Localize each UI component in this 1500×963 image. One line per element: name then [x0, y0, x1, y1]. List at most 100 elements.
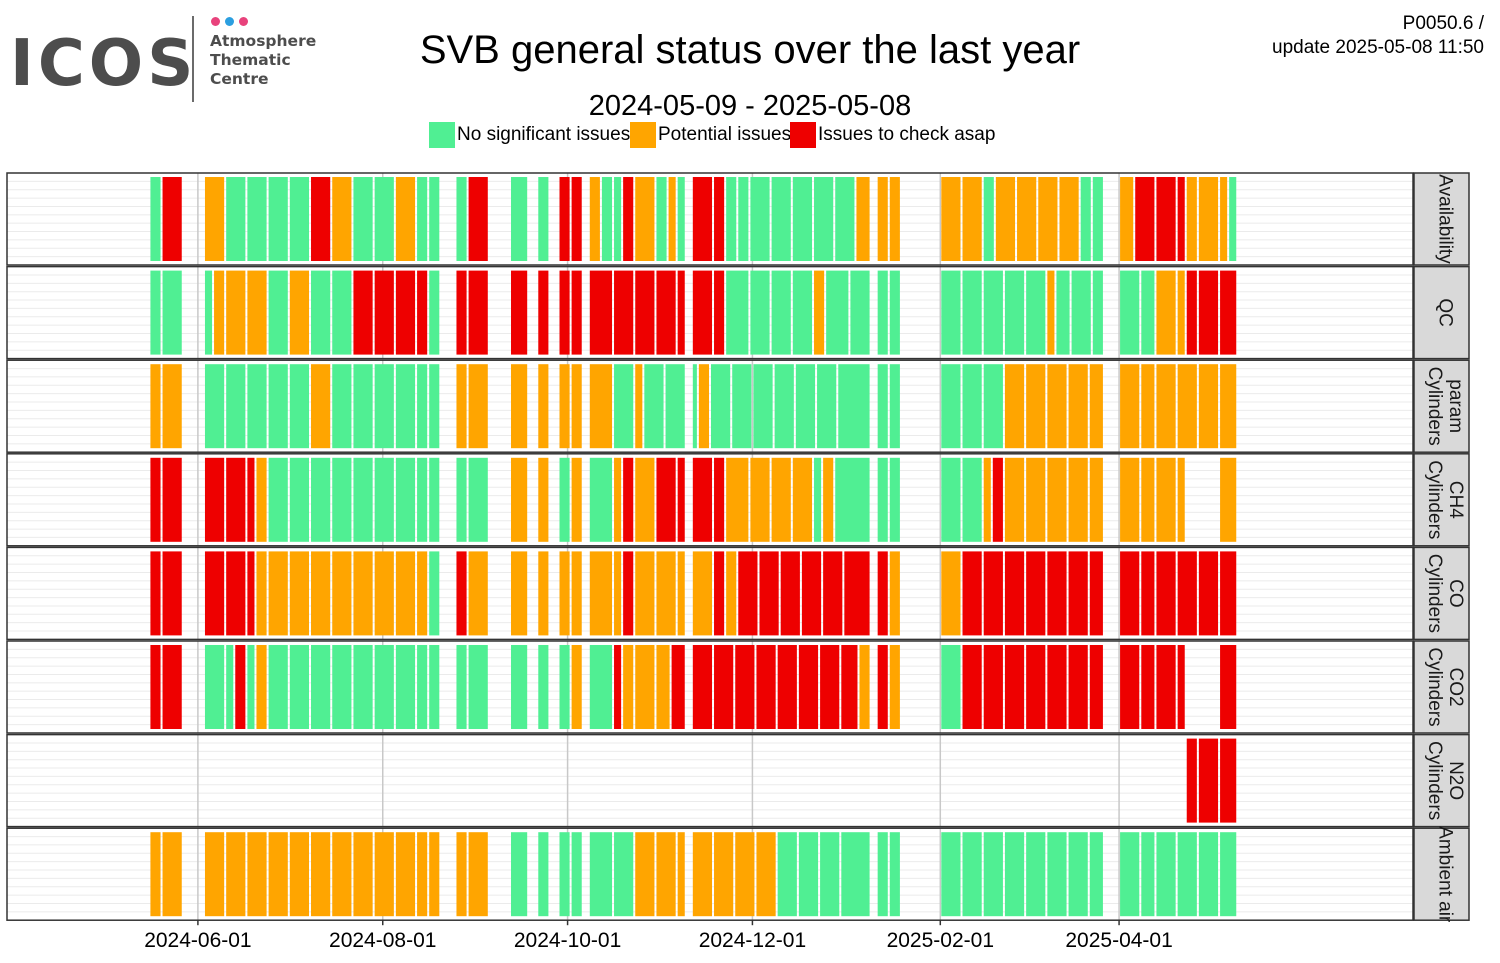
status-cell — [538, 457, 549, 542]
status-cell — [332, 551, 352, 636]
facet-label: Ambient air — [1435, 826, 1456, 923]
status-cell — [656, 832, 676, 917]
status-cell — [468, 364, 488, 449]
status-cell — [226, 270, 246, 355]
status-cell — [571, 270, 582, 355]
status-cell — [1092, 270, 1103, 355]
status-cell — [941, 832, 961, 917]
status-cell — [677, 551, 685, 636]
status-cell — [1026, 457, 1046, 542]
status-cell — [889, 364, 900, 449]
legend-swatch-issue — [790, 122, 816, 148]
status-cell — [889, 177, 900, 261]
status-cell — [332, 645, 352, 729]
status-cell — [823, 551, 843, 636]
status-cell — [1186, 738, 1197, 823]
status-cell — [511, 177, 528, 261]
status-cell — [1047, 832, 1067, 917]
status-cell — [289, 457, 310, 542]
status-cell — [1068, 832, 1088, 917]
status-cell — [774, 364, 794, 449]
status-cell — [1047, 457, 1067, 542]
status-cell — [1004, 645, 1025, 729]
status-cell — [780, 551, 800, 636]
status-cell — [1089, 551, 1103, 636]
status-cell — [1068, 645, 1088, 729]
status-cell — [665, 364, 685, 449]
status-cell — [962, 270, 982, 355]
status-cell — [1038, 177, 1058, 261]
status-cell — [1026, 832, 1046, 917]
status-cell — [1156, 364, 1176, 449]
status-cell — [247, 364, 267, 449]
facet-strip — [1413, 359, 1470, 453]
status-cell — [798, 832, 819, 917]
status-cell — [1229, 177, 1237, 261]
status-cell — [1068, 364, 1088, 449]
status-cell — [1198, 270, 1219, 355]
status-cell — [859, 645, 870, 729]
status-cell — [635, 551, 655, 636]
facet-strip — [1413, 640, 1470, 734]
panel-frame — [6, 733, 1414, 828]
status-cell — [204, 457, 225, 542]
status-cell — [162, 645, 182, 729]
status-cell — [226, 832, 246, 917]
status-cell — [1004, 457, 1025, 542]
status-cell — [559, 270, 570, 355]
status-cell — [692, 457, 713, 542]
status-cell — [1156, 551, 1176, 636]
status-cell — [614, 551, 622, 636]
status-cell — [792, 270, 813, 355]
chart-title: SVB general status over the last year — [419, 28, 1081, 72]
status-cell — [1156, 457, 1176, 542]
status-cell — [614, 364, 634, 449]
status-cell — [353, 270, 373, 355]
status-cell — [889, 270, 900, 355]
update-timestamp: update 2025-05-08 11:50 — [1272, 37, 1484, 58]
status-cell — [1120, 832, 1140, 917]
status-cell — [395, 551, 416, 636]
status-cell — [692, 645, 713, 729]
status-cell — [711, 364, 731, 449]
x-tick-label: 2025-02-01 — [887, 929, 994, 952]
facet-label: N2O — [1445, 761, 1466, 800]
status-cell — [395, 270, 416, 355]
status-cell — [668, 177, 676, 261]
status-cell — [204, 832, 225, 917]
status-cell — [538, 832, 549, 917]
status-cell — [962, 832, 982, 917]
status-cell — [692, 270, 713, 355]
status-cell — [635, 645, 655, 729]
status-cell — [332, 177, 352, 261]
status-cell — [750, 270, 770, 355]
logo-dot — [239, 17, 248, 26]
status-cell — [204, 645, 225, 729]
status-cell — [614, 177, 622, 261]
status-cell — [538, 364, 549, 449]
facet-label: CO — [1445, 579, 1466, 608]
status-cell — [256, 457, 267, 542]
status-cell — [889, 645, 900, 729]
status-cell — [777, 832, 797, 917]
panel-frame — [6, 453, 1414, 547]
status-cell — [374, 551, 394, 636]
status-cell — [826, 270, 849, 355]
status-cell — [204, 177, 225, 261]
status-cell — [247, 177, 267, 261]
status-cell — [511, 832, 528, 917]
status-cell — [268, 551, 288, 636]
status-cell — [614, 645, 622, 729]
legend-label-issue: Issues to check asap — [818, 124, 996, 145]
status-cell — [1056, 270, 1070, 355]
status-cell — [162, 832, 182, 917]
legend-label-potential: Potential issues — [658, 124, 792, 145]
status-cell — [456, 270, 467, 355]
status-cell — [559, 551, 570, 636]
status-cell — [1080, 177, 1091, 261]
status-cell — [850, 270, 870, 355]
status-cell — [1120, 270, 1140, 355]
status-cell — [538, 645, 549, 729]
status-cell — [750, 177, 770, 261]
status-cell — [456, 832, 467, 917]
